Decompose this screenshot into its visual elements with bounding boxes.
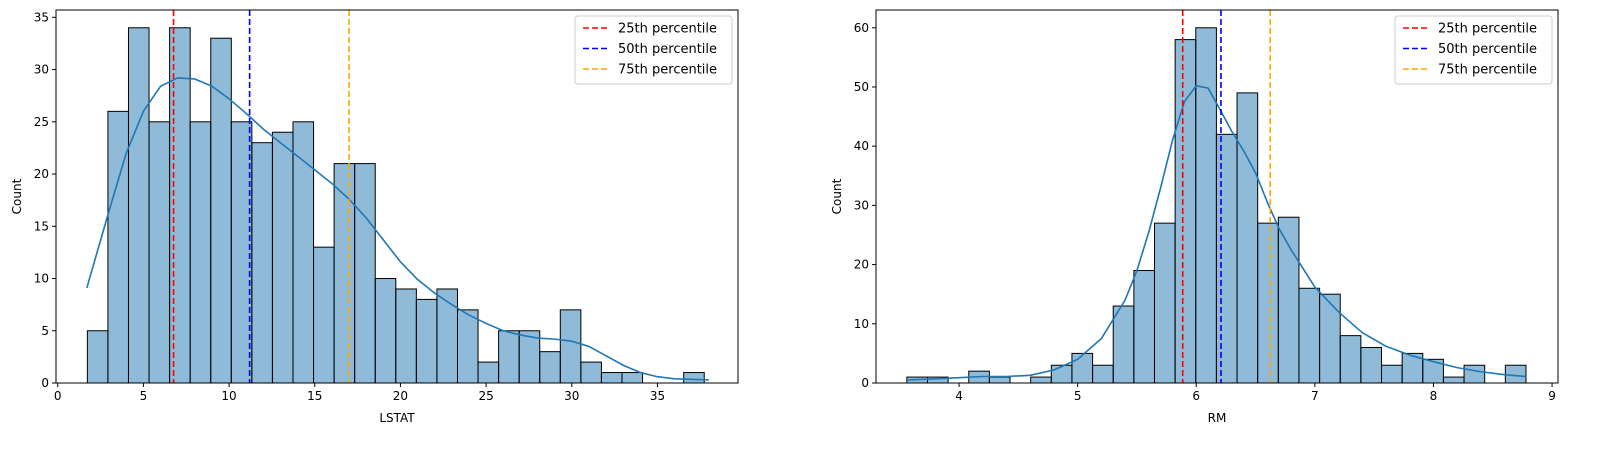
histogram-bar [1050,364,1073,384]
histogram-bar [415,298,438,384]
y-tick-label: 60 [854,21,869,35]
legend-label: 50th percentile [618,42,717,57]
histogram-bar [1298,287,1321,384]
histogram-bar [210,37,232,384]
histogram-bar [1215,133,1238,384]
histogram-bar [1133,270,1155,384]
legend-label: 75th percentile [618,63,717,78]
legend-box [574,15,733,85]
histogram-bar [539,351,561,384]
x-tick-label: 9 [1548,389,1556,403]
x-tick-label: 5 [140,389,148,403]
histogram-bar [600,372,623,384]
histogram-bars [906,27,1527,384]
histogram-bar [230,121,253,384]
lstat-histogram: 0 5 10 15 20 25 30 35 0 5 10 15 20 25 30 35 LSTAT Count 25… [10,9,739,425]
y-tick-label: 10 [34,272,49,286]
histogram-bar [374,278,397,384]
x-tick-label: 8 [1430,389,1438,403]
x-tick-label: 5 [1074,389,1082,403]
axes-frame [55,9,739,384]
y-tick-label: 20 [854,258,869,272]
histogram-bar [1092,364,1114,384]
histogram-bar [1071,352,1094,384]
x-axis-label: LSTAT [379,411,415,425]
y-tick-label: 35 [34,10,49,24]
legend-box [1394,15,1553,85]
histogram-bar [580,361,602,384]
histogram-bar [1339,335,1362,384]
y-axis-label: Count [10,178,24,214]
y-tick-label: 0 [41,376,49,390]
histogram-bar [251,142,273,384]
x-tick-label: 35 [650,389,665,403]
histogram-bar [127,27,150,384]
histogram-bar [189,121,212,384]
legend-label: 50th percentile [1438,42,1537,57]
histogram-bar [1277,216,1300,384]
legend: 25th percentile 50th percentile 75th perce… [1394,15,1553,85]
histogram-bar [436,288,458,384]
histogram-bar [395,288,417,384]
histogram-bar [1463,364,1486,384]
histogram-bar [313,246,335,384]
x-tick-label: 4 [955,389,963,403]
histogram-bar [86,330,109,384]
y-tick-label: 15 [34,219,49,233]
histogram-bar [1319,293,1341,384]
x-axis-label: RM [1208,411,1227,425]
y-tick-label: 30 [34,63,49,77]
histogram-bar [988,376,1011,384]
x-tick-label: 30 [564,389,579,403]
histogram-bar [621,372,644,384]
histogram-bar [498,330,520,384]
kde-line [906,84,1527,381]
histogram-bar [1153,222,1176,384]
histogram-bar [333,163,356,384]
legend-label: 25th percentile [618,22,717,37]
histogram-bar [1360,346,1383,384]
kde-line [86,77,709,381]
x-tick-label: 10 [221,389,236,403]
x-tick-label: 7 [1311,389,1319,403]
histogram-bar [477,361,500,384]
y-tick-label: 25 [34,115,49,129]
x-tick-label: 20 [393,389,408,403]
y-tick-label: 20 [34,167,49,181]
axes-frame [875,9,1559,384]
histogram-bar [148,121,171,384]
histogram-bars [86,27,705,384]
histogram-bar [1030,376,1052,384]
y-tick-label: 50 [854,80,869,94]
legend-label: 75th percentile [1438,63,1537,78]
x-tick-label: 15 [307,389,322,403]
histogram-bar [1112,305,1135,384]
histogram-bar [271,131,294,384]
histogram-bar [354,163,376,384]
histogram-bar [456,309,479,384]
histogram-bar [683,372,705,384]
rm-histogram: 4 5 6 7 8 9 0 10 20 30 40 50 60 RM Count 25th percentil… [830,9,1559,425]
legend-label: 25th percentile [1438,22,1537,37]
histogram-bar [1442,376,1465,384]
histogram-bar [1236,92,1259,384]
histogram-bar [1195,27,1217,384]
y-tick-label: 30 [854,198,869,212]
y-tick-label: 10 [854,317,869,331]
x-tick-label: 6 [1192,389,1200,403]
histogram-bar [1381,364,1403,384]
y-axis-label: Count [830,178,844,214]
legend: 25th percentile 50th percentile 75th perce… [574,15,733,85]
x-tick-label: 25 [478,389,493,403]
y-tick-label: 0 [861,376,869,390]
y-tick-label: 5 [41,324,49,338]
histogram-bar [559,309,582,384]
histogram-bar [107,110,129,384]
histogram-bar [1504,364,1527,384]
histogram-bar [1257,222,1279,384]
x-tick-label: 0 [54,389,62,403]
y-tick-label: 40 [854,139,869,153]
